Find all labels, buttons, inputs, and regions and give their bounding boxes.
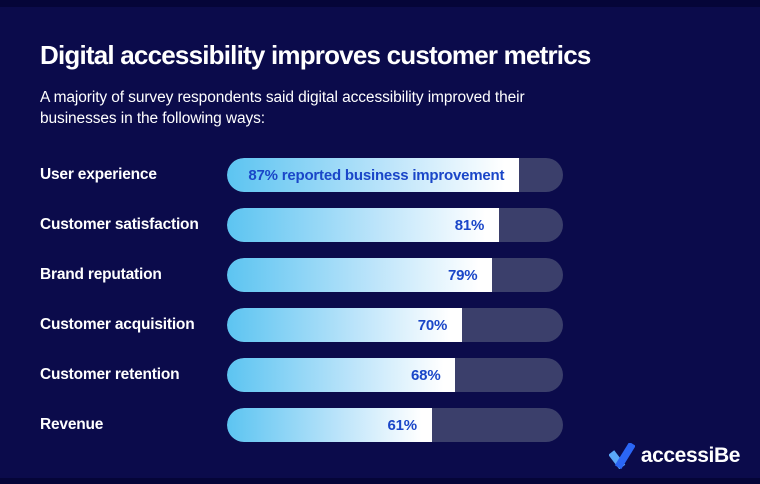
accessibe-check-icon <box>608 443 635 469</box>
bar-fill: 81% <box>227 208 500 242</box>
page-title: Digital accessibility improves customer … <box>40 40 591 70</box>
category-label: Customer satisfaction <box>40 216 199 233</box>
accessibe-logo-text: accessiBe <box>640 444 741 467</box>
bar-track: 68% <box>227 358 563 392</box>
chart-row: Customer retention 68% <box>0 358 760 392</box>
chart-row: User experience 87% reported business im… <box>0 158 760 192</box>
category-label: User experience <box>40 166 157 183</box>
bar-track: 87% reported business improvement <box>227 158 563 192</box>
category-label: Brand reputation <box>40 266 162 283</box>
page-subtitle: A majority of survey respondents said di… <box>40 89 525 127</box>
chart-row: Customer satisfaction 81% <box>0 208 760 242</box>
bar-fill: 79% <box>227 258 493 292</box>
category-label: Customer acquisition <box>40 316 195 333</box>
bar-fill: 61% <box>227 408 432 442</box>
bar-value-label: 81% <box>454 217 485 234</box>
chart-row: Customer acquisition 70% <box>0 308 760 342</box>
bar-track: 79% <box>227 258 563 292</box>
accessibe-logo: accessiBe <box>608 443 741 469</box>
bar-track: 61% <box>227 408 563 442</box>
category-label: Customer retention <box>40 366 180 383</box>
bar-track: 81% <box>227 208 563 242</box>
bar-fill: 87% reported business improvement <box>227 158 520 192</box>
bar-value-label: 70% <box>417 317 448 334</box>
chart-row: Revenue 61% <box>0 408 760 442</box>
bar-fill: 68% <box>227 358 456 392</box>
bar-value-label: 68% <box>411 367 441 384</box>
bar-value-label: 79% <box>448 267 478 284</box>
chart-row: Brand reputation 79% <box>0 258 760 292</box>
bar-value-label: 61% <box>387 417 418 434</box>
category-label: Revenue <box>40 416 104 433</box>
bar-track: 70% <box>227 308 563 342</box>
bar-fill: 70% <box>227 308 463 342</box>
bar-value-label: 87% reported business improvement <box>248 167 505 184</box>
